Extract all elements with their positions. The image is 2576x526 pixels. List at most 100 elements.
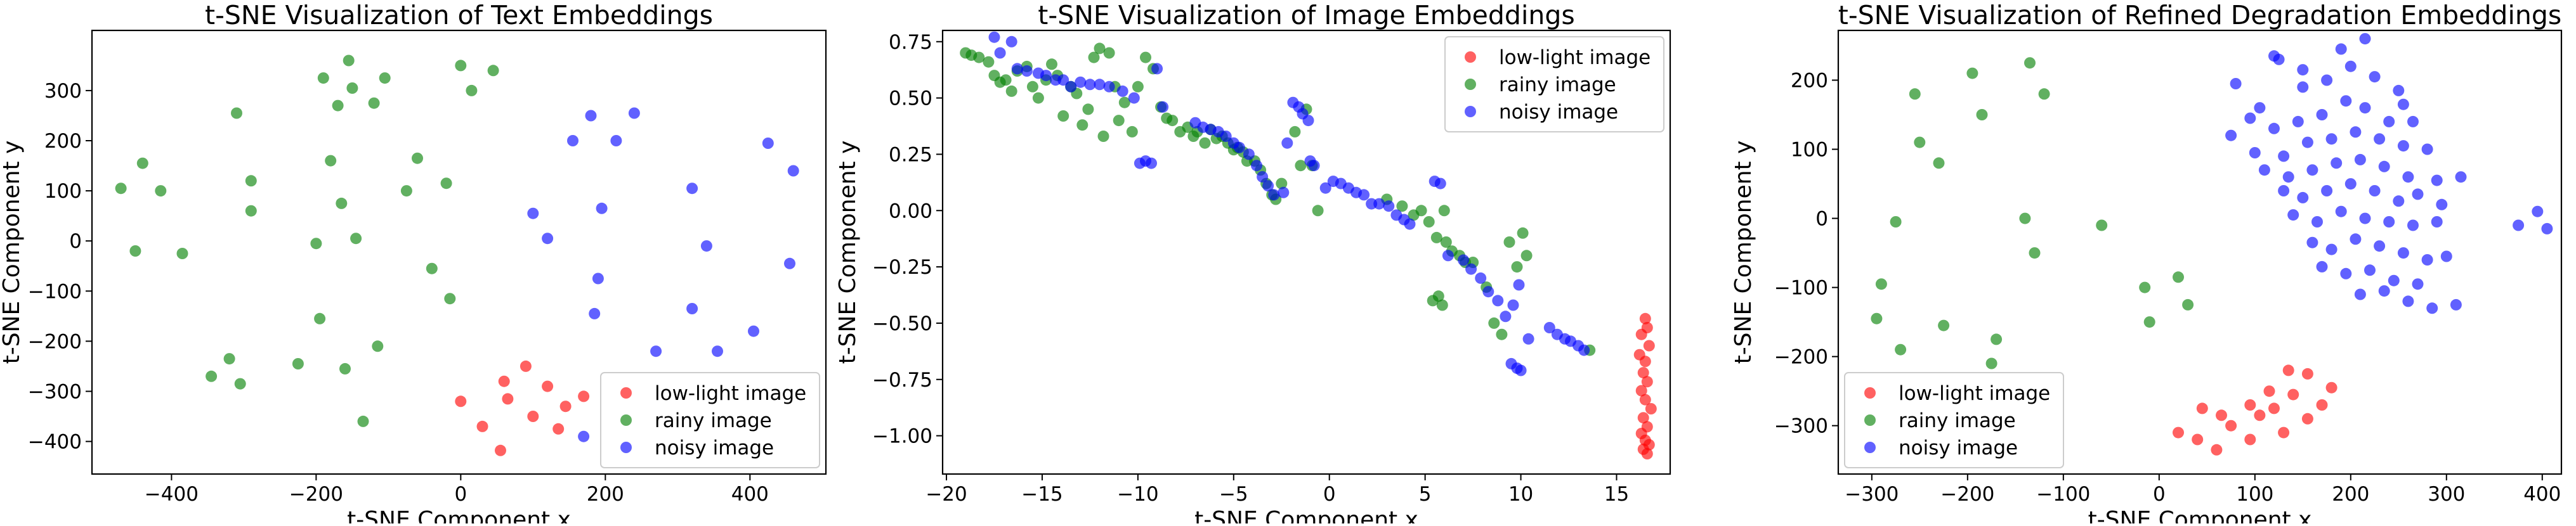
data-point-noisy-36 <box>2321 185 2333 196</box>
data-point-low-light-10 <box>2254 409 2266 421</box>
data-point-noisy-9 <box>2268 122 2280 134</box>
data-point-rainy-20 <box>2182 298 2194 311</box>
data-point-rainy-26 <box>400 185 412 197</box>
data-point-noisy-2 <box>527 207 539 219</box>
legend-marker <box>1864 387 1876 399</box>
data-point-noisy-18 <box>1146 157 1157 169</box>
data-point-rainy-19 <box>1082 103 1094 115</box>
data-point-rainy-2 <box>129 245 141 257</box>
data-point-noisy-32 <box>1268 189 1280 201</box>
data-point-rainy-26 <box>1118 96 1130 108</box>
data-point-noisy-16 <box>2225 129 2237 141</box>
data-point-noisy-27 <box>2306 164 2318 176</box>
data-point-noisy-38 <box>1302 115 1314 127</box>
data-point-noisy-1 <box>2254 102 2266 114</box>
data-point-noisy-8 <box>1057 74 1069 86</box>
data-point-noisy-37 <box>2344 178 2357 190</box>
y-tick-label: 0 <box>69 230 82 253</box>
legend: low-light image rainy image noisy image <box>1444 36 1664 132</box>
data-point-rainy-66 <box>1436 299 1448 311</box>
data-point-rainy-14 <box>2029 247 2041 259</box>
x-tick-label: −20 <box>925 483 967 506</box>
data-point-low-light-0 <box>1639 312 1651 324</box>
data-point-noisy-61 <box>2354 288 2366 300</box>
data-point-noisy-41 <box>1319 182 1331 194</box>
y-tick-label: 200 <box>1791 70 1828 93</box>
data-point-rainy-62 <box>1423 216 1435 228</box>
data-point-rainy-22 <box>1097 131 1109 142</box>
data-point-rainy-9 <box>1976 109 1988 120</box>
plot-frame <box>941 29 1671 475</box>
legend-marker <box>1864 442 1876 453</box>
x-tick-label: 15 <box>1604 483 1629 506</box>
plot-frame <box>91 29 827 475</box>
data-point-rainy-76 <box>1503 236 1515 248</box>
y-tick-label: −100 <box>28 280 82 303</box>
data-point-rainy-25 <box>1113 115 1125 127</box>
data-point-noisy-40 <box>1308 160 1320 172</box>
x-tick-label: 5 <box>1419 483 1432 506</box>
legend-marker <box>620 387 632 399</box>
data-point-noisy-7 <box>596 202 608 214</box>
data-point-rainy-11 <box>1032 92 1044 104</box>
data-point-noisy-6 <box>1040 70 1052 82</box>
data-point-rainy-5 <box>1914 136 1926 148</box>
data-point-rainy-23 <box>1103 47 1115 59</box>
y-tick-label: −200 <box>28 330 82 353</box>
data-point-noisy-1 <box>578 430 590 442</box>
subplot-1: −20 −15 −10 −5 0 5 10 15 −1.00 −0.75 −0.50 −0.25 0.0… <box>835 0 1671 526</box>
data-point-noisy-24 <box>2421 143 2433 155</box>
data-point-rainy-11 <box>292 358 304 369</box>
y-axis-label: t-SNE Component y <box>835 141 861 364</box>
x-tick-label: 400 <box>731 483 769 506</box>
data-point-rainy-33 <box>487 65 499 77</box>
data-point-noisy-11 <box>1084 79 1096 91</box>
data-point-noisy-20 <box>2325 133 2337 145</box>
legend-marker <box>1864 414 1876 426</box>
data-point-noisy-17 <box>784 257 795 269</box>
data-point-noisy-10 <box>650 345 662 357</box>
data-point-noisy-3 <box>1011 63 1023 75</box>
data-point-rainy-1 <box>136 157 148 169</box>
data-point-noisy-53 <box>2397 247 2409 259</box>
data-point-noisy-73 <box>2397 98 2409 110</box>
data-point-noisy-13 <box>2359 102 2371 114</box>
x-tick-label: −10 <box>1117 483 1158 506</box>
data-point-noisy-66 <box>2513 219 2525 231</box>
data-point-rainy-15 <box>1057 110 1069 122</box>
data-point-noisy-63 <box>1513 279 1525 291</box>
data-point-rainy-79 <box>1520 250 1533 262</box>
data-point-noisy-4 <box>585 110 597 122</box>
data-point-noisy-4 <box>1021 65 1033 77</box>
data-point-rainy-11 <box>1991 333 2003 345</box>
data-point-noisy-10 <box>1075 76 1087 88</box>
chart-title: t-SNE Visualization of Text Embeddings <box>205 0 713 30</box>
data-point-noisy-55 <box>1442 250 1454 262</box>
data-point-noisy-19 <box>2301 136 2313 148</box>
data-point-noisy-0 <box>988 31 1000 43</box>
data-point-noisy-34 <box>1281 137 1293 149</box>
data-point-rainy-10 <box>1026 80 1038 93</box>
data-point-noisy-12 <box>686 303 698 314</box>
data-point-rainy-3 <box>155 185 167 197</box>
data-point-rainy-24 <box>372 340 384 352</box>
chart-title: t-SNE Visualization of Image Embeddings <box>1038 0 1574 30</box>
data-point-rainy-67 <box>1438 205 1450 217</box>
data-point-noisy-47 <box>2407 219 2419 231</box>
data-point-rainy-59 <box>1396 200 1408 212</box>
subplot-2: −300 −200 −100 0 100 200 300 400 −300 −200 −100 0 10… <box>1730 0 2563 526</box>
x-axis-label: t-SNE Component x <box>2088 507 2312 523</box>
data-point-rainy-18 <box>339 362 351 375</box>
data-point-low-light-4 <box>2282 364 2294 376</box>
y-tick-label: 0.75 <box>889 31 932 54</box>
data-point-noisy-42 <box>2287 209 2299 221</box>
data-point-noisy-15 <box>2407 115 2419 127</box>
data-point-rainy-21 <box>1094 42 1106 55</box>
data-point-rainy-4 <box>1909 88 1921 100</box>
data-point-rainy-0 <box>1871 312 1883 324</box>
data-point-rainy-10 <box>1985 357 1997 369</box>
y-axis-label: t-SNE Component y <box>0 141 25 364</box>
data-point-rainy-2 <box>973 51 985 63</box>
data-point-low-light-6 <box>1637 367 1649 379</box>
data-point-noisy-5 <box>2344 60 2357 72</box>
